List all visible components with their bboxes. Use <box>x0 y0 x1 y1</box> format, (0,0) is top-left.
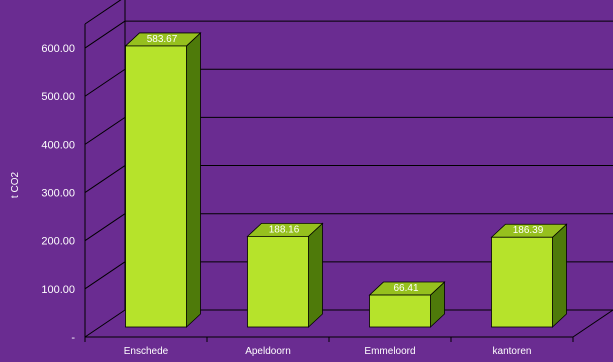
gridline-diagonal <box>84 0 122 25</box>
axis-layer <box>84 0 613 342</box>
x-tick-label: Apeldoorn <box>245 346 291 357</box>
bar-side <box>308 222 323 328</box>
bar <box>247 235 309 328</box>
y-tick-label: 500.00 <box>41 91 75 103</box>
x-tick-label: Emmeloord <box>364 346 415 357</box>
gridline-diagonal <box>84 309 126 338</box>
bars-layer <box>124 32 568 328</box>
gridline-diagonal <box>84 213 126 242</box>
x-tick-label: kantoren <box>493 346 532 357</box>
y-tick-label: 100.00 <box>41 284 75 296</box>
bar-side <box>552 223 567 328</box>
bar <box>491 236 553 328</box>
y-tick-label: 600.00 <box>41 43 75 55</box>
gridline-diagonal <box>84 261 126 290</box>
data-label: 66.41 <box>393 283 418 294</box>
floor-edge <box>572 309 613 338</box>
y-tick-label: 300.00 <box>41 188 75 200</box>
gridline-diagonal <box>84 68 126 97</box>
grid-layer: - 100.00 200.00 300.00 400.00 500.00 600.00 <box>41 0 613 344</box>
labels-layer: 583.67 Enschede 188.16 Apeldoorn 66.41 Emmelo… <box>124 34 544 357</box>
y-tick-label: - <box>71 332 75 344</box>
x-tick-label: Enschede <box>124 346 169 357</box>
bar-side <box>186 32 201 328</box>
bar <box>369 294 431 328</box>
bar <box>125 45 187 328</box>
gridline-diagonal <box>84 20 126 49</box>
data-label: 583.67 <box>147 34 178 45</box>
y-tick-label: 400.00 <box>41 139 75 151</box>
gridline-diagonal <box>84 165 126 193</box>
gridline-diagonal <box>84 116 126 145</box>
y-axis-title: t CO2 <box>10 172 21 199</box>
y-tick-label: 200.00 <box>41 236 75 248</box>
data-label: 186.39 <box>513 225 544 236</box>
data-label: 188.16 <box>269 224 300 235</box>
